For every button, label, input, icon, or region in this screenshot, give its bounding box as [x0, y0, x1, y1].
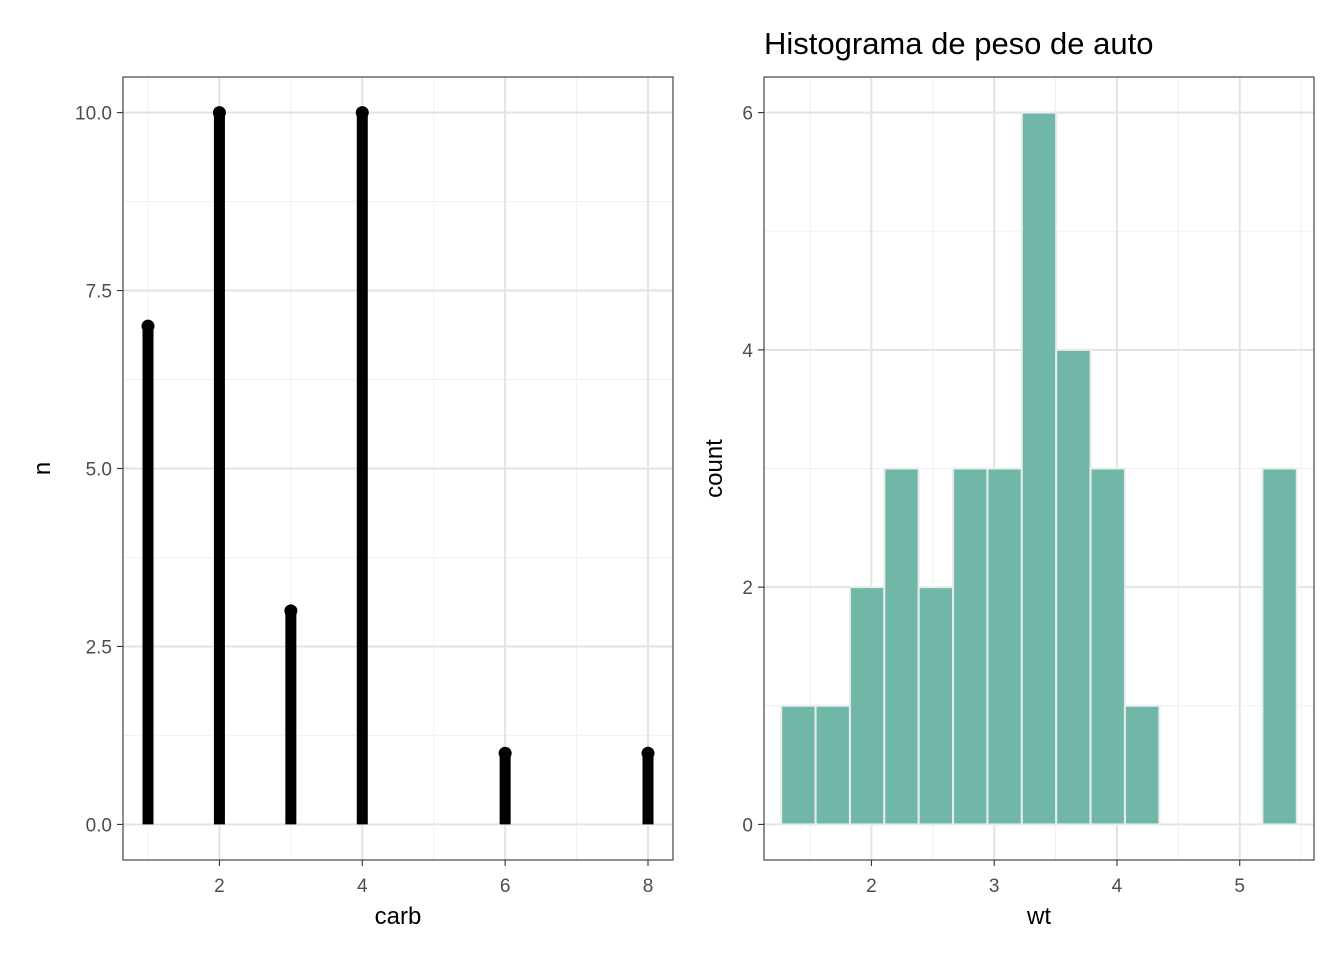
histogram-bar	[1261, 467, 1298, 826]
lollipop-point	[141, 319, 155, 333]
left-x-tick-label: 4	[357, 876, 368, 897]
histogram-bars	[780, 111, 1298, 826]
right-x-tick-label: 4	[1112, 876, 1123, 897]
right-x-tick-labels: 2 3 4 5	[866, 860, 1245, 897]
lollipop-point	[355, 106, 369, 120]
left-x-tick-label: 2	[214, 876, 225, 897]
left-x-tick-label: 6	[500, 876, 511, 897]
left-y-tick-label: 2.5	[86, 637, 112, 658]
histogram-title: Histograma de peso de auto	[764, 26, 1153, 61]
right-x-axis-title: wt	[1026, 903, 1051, 930]
right-y-tick-label: 4	[742, 341, 753, 362]
histogram-bar	[814, 704, 851, 826]
right-x-tick-label: 3	[989, 876, 1000, 897]
histogram-bar	[1055, 348, 1092, 826]
right-panel-border	[763, 76, 1315, 861]
histogram-bar	[952, 467, 989, 826]
lollipop-point	[641, 746, 655, 760]
histogram-bar	[917, 586, 955, 826]
histogram-bar	[883, 467, 920, 826]
right-y-axis-title: count	[701, 439, 728, 498]
histogram-bar	[1123, 704, 1161, 826]
right-y-tick-label: 6	[742, 104, 753, 125]
right-y-tick-label: 2	[742, 578, 753, 599]
left-y-axis-title: n	[29, 462, 56, 475]
lollipop-point	[498, 746, 512, 760]
histogram-bar	[1089, 467, 1126, 826]
left-x-tick-labels: 2 4 6 8	[214, 860, 653, 897]
left-y-tick-labels: 0.0 2.5 5.0 7.5 10.0	[75, 104, 123, 836]
histogram-bar	[1020, 111, 1058, 826]
left-y-tick-label: 10.0	[75, 104, 112, 125]
right-y-tick-labels: 0 2 4 6	[742, 104, 764, 836]
histogram-bar	[780, 704, 817, 826]
left-x-axis-title: carb	[375, 903, 422, 930]
lollipop-point	[284, 604, 298, 618]
histogram-bar	[986, 467, 1023, 826]
right-y-tick-label: 0	[742, 815, 753, 836]
left-x-tick-label: 8	[643, 876, 654, 897]
lollipop-chart-panel: 2 4 6 8 0.0 2.5 5.0 7.5 10.0 carb n	[29, 76, 674, 930]
left-y-tick-label: 7.5	[86, 282, 112, 303]
lollipop-marks	[141, 106, 655, 825]
lollipop-point	[212, 106, 226, 120]
left-y-tick-label: 5.0	[86, 460, 112, 481]
left-y-tick-label: 0.0	[86, 815, 112, 836]
histogram-bar	[848, 586, 886, 826]
right-x-tick-label: 5	[1234, 876, 1245, 897]
right-x-tick-label: 2	[866, 876, 877, 897]
